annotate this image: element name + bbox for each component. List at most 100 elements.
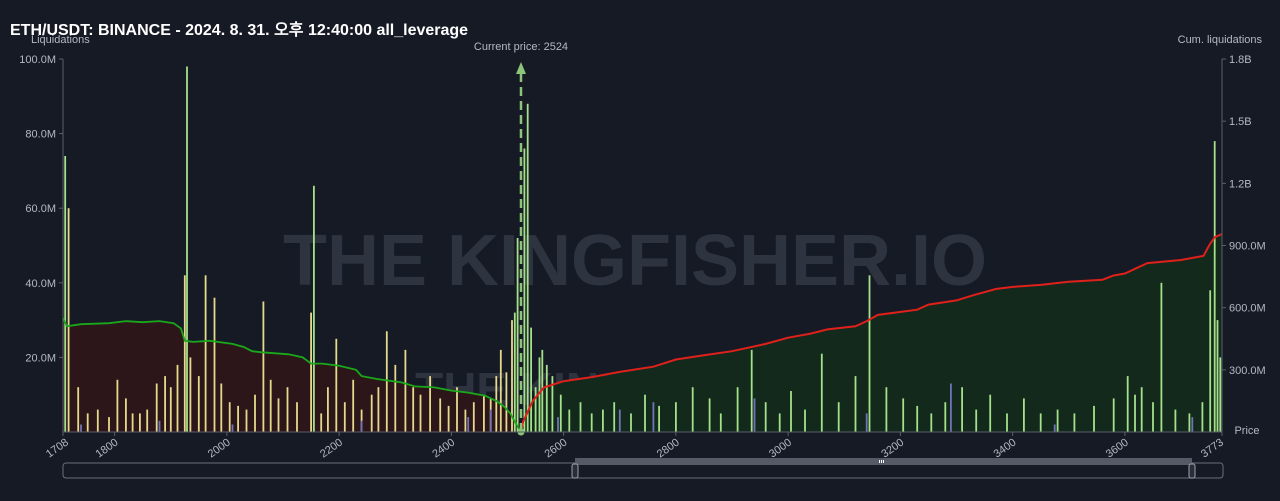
- y-left-tick-label: 20.0M: [25, 352, 56, 364]
- liquidation-bar: [837, 402, 840, 432]
- liquidation-bar: [513, 312, 516, 432]
- liquidation-bar: [505, 372, 508, 432]
- liquidation-bar: [483, 394, 485, 432]
- liquidation-bar: [1053, 424, 1056, 432]
- liquidation-bar: [790, 391, 792, 432]
- x-tick-label: 2800: [655, 437, 682, 461]
- liquidation-bar: [1174, 409, 1177, 432]
- liquidation-bar: [447, 405, 450, 432]
- liquidation-bar: [989, 394, 992, 432]
- liquidation-bar: [538, 357, 541, 432]
- liquidation-bar: [231, 424, 234, 432]
- y-right-tick-label: 600.0M: [1229, 303, 1266, 315]
- x-tick-label: 3773: [1199, 437, 1226, 461]
- liquidation-bar: [658, 405, 660, 432]
- scrollbar-grip-icon[interactable]: [879, 460, 884, 463]
- liquidation-bar: [778, 413, 781, 432]
- liquidation-bar: [1219, 357, 1222, 432]
- watermark-text-large: THE KINGFISHER.IO: [283, 221, 987, 301]
- liquidation-bar: [865, 413, 868, 432]
- liquidation-bar: [464, 409, 467, 432]
- x-tick-label: 1708: [44, 437, 71, 461]
- chart-title: ETH/USDT: BINANCE - 2024. 8. 31. 오후 12:4…: [10, 22, 469, 39]
- liquidation-bar: [146, 409, 149, 432]
- liquidation-bar: [80, 424, 82, 432]
- liquidation-bar: [204, 275, 207, 432]
- liquidation-bar: [551, 376, 554, 432]
- liquidation-bar: [116, 379, 119, 432]
- liquidation-bar: [602, 409, 604, 432]
- current-price-label: Current price: 2524: [474, 41, 568, 53]
- liquidation-bar: [1152, 402, 1154, 432]
- liquidation-bar: [228, 402, 231, 432]
- liquidation-bar: [1216, 320, 1219, 432]
- liquidation-bar: [530, 327, 532, 432]
- liquidation-bar: [675, 402, 677, 432]
- liquidation-bar: [320, 413, 323, 432]
- liquidation-bar: [467, 417, 470, 432]
- x-axis-label: Price: [1234, 425, 1259, 437]
- y-right-tick-label: 1.8B: [1229, 54, 1252, 66]
- liquidation-bar: [753, 398, 756, 432]
- x-tick-label: 3600: [1104, 437, 1131, 461]
- liquidation-bar: [419, 394, 422, 432]
- liquidation-bar: [186, 66, 188, 432]
- liquidation-bar: [385, 331, 388, 432]
- x-tick-label: 3200: [879, 437, 906, 461]
- liquidation-bar: [125, 398, 127, 432]
- liquidation-bar: [360, 420, 363, 432]
- liquidation-bar: [335, 338, 338, 433]
- liquidation-bar: [439, 398, 442, 432]
- scrollbar-handle-left[interactable]: [571, 463, 579, 479]
- liquidation-bar: [902, 398, 905, 432]
- liquidation-bar: [237, 405, 239, 432]
- liquidation-bar: [352, 379, 355, 432]
- liquidation-bar: [1112, 398, 1115, 432]
- liquidation-bar: [472, 402, 475, 432]
- y-right-tick-label: 900.0M: [1229, 241, 1266, 253]
- liquidation-bar: [820, 353, 823, 432]
- liquidation-bar: [176, 364, 179, 432]
- liquidation-bar: [930, 413, 933, 432]
- liquidation-bar: [534, 387, 537, 432]
- liquidation-bar: [708, 398, 711, 432]
- scrollbar-track[interactable]: [62, 462, 1224, 479]
- x-tick-label: 2200: [318, 437, 345, 461]
- short-cum-area: [520, 234, 1222, 432]
- liquidation-bar: [526, 103, 529, 433]
- liquidation-bar: [220, 383, 223, 432]
- liquidation-bar: [652, 402, 655, 432]
- y-right-tick-label: 1.2B: [1229, 178, 1252, 190]
- liquidation-bar: [545, 364, 548, 432]
- liquidation-bar: [961, 387, 963, 432]
- liquidation-bar: [590, 413, 593, 432]
- liquidation-bar: [77, 387, 80, 432]
- liquidation-bar: [131, 413, 134, 432]
- liquidation-bar: [1039, 413, 1042, 432]
- liquidation-bar: [108, 417, 110, 432]
- liquidation-bar: [1213, 141, 1216, 432]
- liquidation-bar: [557, 417, 559, 432]
- liquidation-bar: [1093, 405, 1095, 432]
- liquidation-bar: [975, 409, 978, 432]
- liquidation-bar: [189, 357, 192, 432]
- range-scrollbar[interactable]: [62, 458, 1224, 479]
- x-tick-label: 2400: [430, 437, 457, 461]
- liquidation-bar: [313, 185, 315, 432]
- liquidation-bar: [1188, 413, 1191, 432]
- liquidation-bar: [691, 387, 694, 432]
- liquidation-bar: [164, 376, 166, 432]
- liquidation-bar: [1160, 282, 1163, 432]
- liquidation-bar: [377, 387, 380, 432]
- scrollbar-handle-right[interactable]: [1188, 463, 1196, 479]
- x-tick-label: 2600: [543, 437, 570, 461]
- y-left-tick-label: 80.0M: [25, 129, 56, 141]
- liquidation-bar: [885, 387, 888, 432]
- liquidation-bar: [950, 383, 952, 432]
- liquidation-bar: [523, 148, 526, 432]
- x-tick-label: 3400: [992, 437, 1019, 461]
- liquidation-bar: [1134, 394, 1136, 432]
- y-right-axis-label: Cum. liquidations: [1178, 34, 1263, 46]
- liquidation-bar: [944, 402, 947, 432]
